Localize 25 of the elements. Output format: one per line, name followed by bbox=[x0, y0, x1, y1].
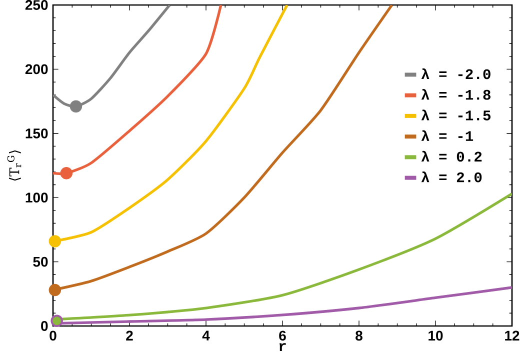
y-tick-label: 200 bbox=[25, 64, 48, 74]
legend-label: λ = 0.2 bbox=[421, 150, 482, 162]
legend-label: λ = -2.0 bbox=[421, 68, 490, 80]
y-tick-label: 0 bbox=[41, 321, 48, 331]
legend-label: λ = 2.0 bbox=[421, 172, 482, 182]
y-axis-title: ⟨T$_{r}$$^{G}$⟩ bbox=[7, 150, 22, 181]
y-tick-label: 50 bbox=[33, 256, 48, 267]
y-tick-label: 250 bbox=[25, 0, 48, 10]
legend-label: λ = -1.8 bbox=[421, 89, 490, 100]
x-tick-label: 4 bbox=[202, 330, 210, 340]
point bbox=[70, 100, 82, 113]
x-axis-title: r bbox=[280, 343, 286, 351]
legend-label: λ = -1 bbox=[421, 130, 474, 141]
x-tick-label: 10 bbox=[428, 330, 443, 341]
point bbox=[48, 284, 62, 296]
x-tick-label: 8 bbox=[356, 330, 362, 341]
x-tick-label: 2 bbox=[126, 330, 133, 340]
point bbox=[60, 167, 73, 180]
x-tick-label: 12 bbox=[505, 330, 520, 340]
point bbox=[48, 235, 62, 248]
legend-label: λ = -1.5 bbox=[421, 110, 491, 120]
x-tick-label: 6 bbox=[279, 330, 286, 341]
y-tick-label: 100 bbox=[26, 192, 48, 203]
y-tick-label: 150 bbox=[26, 128, 48, 138]
x-tick-label: 0 bbox=[50, 330, 56, 341]
